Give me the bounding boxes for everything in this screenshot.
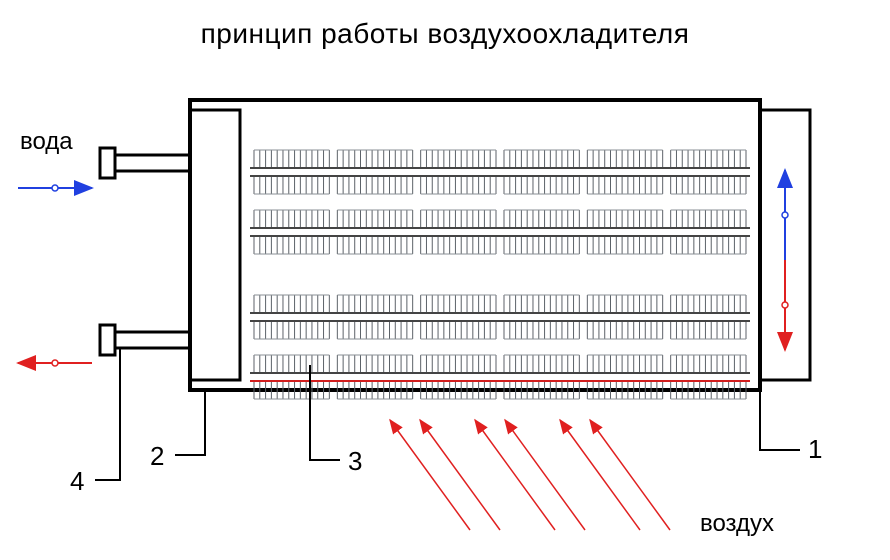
svg-text:2: 2 [150,441,164,471]
svg-text:1: 1 [808,434,822,464]
svg-text:3: 3 [348,446,362,476]
diagram-svg: 1 2 3 4 [0,0,890,560]
svg-text:4: 4 [70,466,84,496]
diagram-stage: принцип работы воздухоохладителя вода во… [0,0,890,560]
